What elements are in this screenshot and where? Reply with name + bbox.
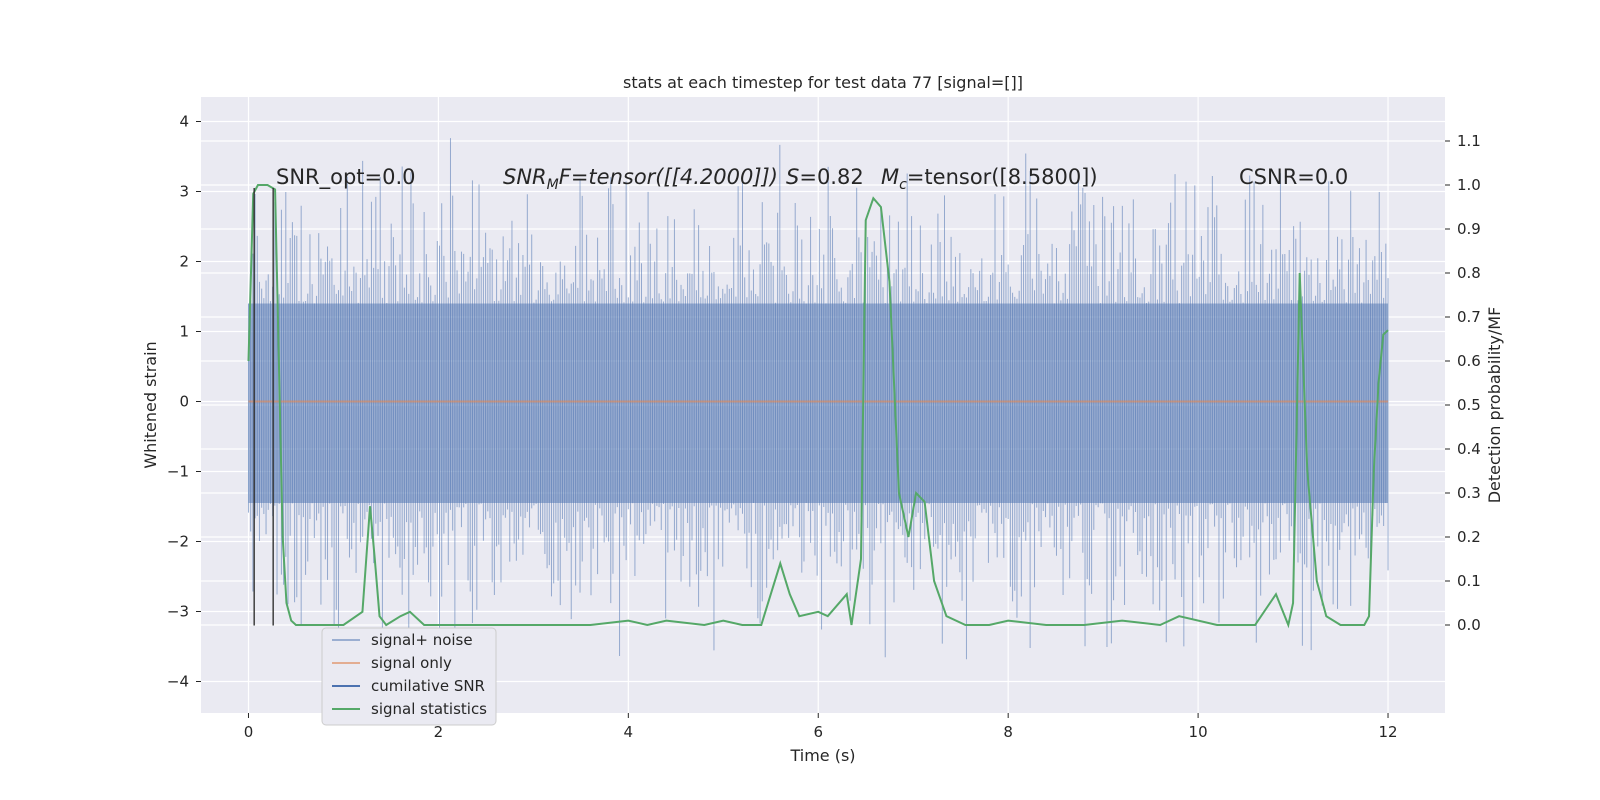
- s-value-rest: =0.82: [799, 165, 863, 189]
- y-left-tick-label: 4: [179, 113, 189, 131]
- x-tick-label: 4: [624, 723, 634, 741]
- legend: signal+ noise signal only cumilative SNR…: [321, 627, 497, 726]
- snr-mf-sub: M: [547, 177, 559, 193]
- y-right-tick-label: 0.1: [1457, 572, 1481, 590]
- legend-label-signal-only: signal only: [371, 654, 452, 672]
- y-left-tick-label: 3: [179, 183, 189, 201]
- x-tick-label: 10: [1189, 723, 1208, 741]
- snr-mf-rest: F=tensor([[4.2000]]): [559, 165, 778, 189]
- annotation-snr-opt: SNR_opt=0.0: [276, 165, 416, 190]
- y-left-tick-label: 1: [179, 323, 189, 341]
- line-series: [247, 184, 1389, 629]
- y-axis-label-left: Whitened strain: [141, 341, 160, 468]
- vertical-markers: [253, 188, 274, 626]
- y-left-tick-label: −1: [167, 463, 189, 481]
- y-right-tick-label: 0.0: [1457, 616, 1481, 634]
- tick-labels: 0 2 4 6 8 10 12−4−3−2−1012340.00.10.20.30.40.5…: [167, 113, 1481, 742]
- y-left-tick-label: −2: [167, 533, 189, 551]
- signal-statistics-line: [247, 184, 1389, 629]
- y-right-tick-label: 0.6: [1457, 352, 1481, 370]
- y-right-tick-label: 1.1: [1457, 132, 1481, 150]
- y-right-tick-label: 0.2: [1457, 528, 1481, 546]
- snr-mf-prefix: SNR: [503, 165, 547, 189]
- s-value-symbol: S: [786, 165, 799, 189]
- noise-series: [247, 138, 1389, 660]
- x-axis-label: Time (s): [789, 746, 855, 765]
- y-left-tick-label: −3: [167, 603, 189, 621]
- y-right-tick-label: 0.4: [1457, 440, 1481, 458]
- mc-symbol: M: [881, 165, 899, 189]
- annotation-mc: Mc=tensor([8.5800]): [881, 165, 1098, 193]
- noise-band: [248, 303, 1389, 503]
- chart-title: stats at each timestep for test data 77 …: [623, 73, 1023, 92]
- x-tick-label: 0: [244, 723, 254, 741]
- y-right-tick-label: 0.5: [1457, 396, 1481, 414]
- y-right-tick-label: 0.3: [1457, 484, 1481, 502]
- y-left-tick-label: 0: [179, 393, 189, 411]
- mc-rest: =tensor([8.5800]): [907, 165, 1098, 189]
- annotation-snr-mf: SNRMF=tensor([[4.2000]]): [503, 165, 778, 193]
- y-left-tick-label: 2: [179, 253, 189, 271]
- legend-box: [321, 627, 497, 726]
- y-right-tick-label: 0.9: [1457, 220, 1481, 238]
- legend-label-signal-statistics: signal statistics: [371, 700, 487, 718]
- y-right-tick-label: 1.0: [1457, 176, 1481, 194]
- y-axis-label-right: Detection probability/MF: [1485, 307, 1504, 504]
- y-right-tick-label: 0.8: [1457, 264, 1481, 282]
- x-tick-label: 2: [434, 723, 444, 741]
- y-right-tick-label: 0.7: [1457, 308, 1481, 326]
- y-left-tick-label: −4: [167, 673, 189, 691]
- legend-label-signal-noise: signal+ noise: [371, 631, 473, 649]
- legend-label-cumilative-snr: cumilative SNR: [371, 677, 485, 695]
- x-tick-label: 12: [1378, 723, 1397, 741]
- mc-sub: c: [899, 177, 907, 193]
- x-tick-label: 8: [1003, 723, 1013, 741]
- annotation-csnr: CSNR=0.0: [1239, 165, 1348, 189]
- annotation-s-value: S=0.82: [786, 165, 864, 189]
- x-tick-label: 6: [813, 723, 823, 741]
